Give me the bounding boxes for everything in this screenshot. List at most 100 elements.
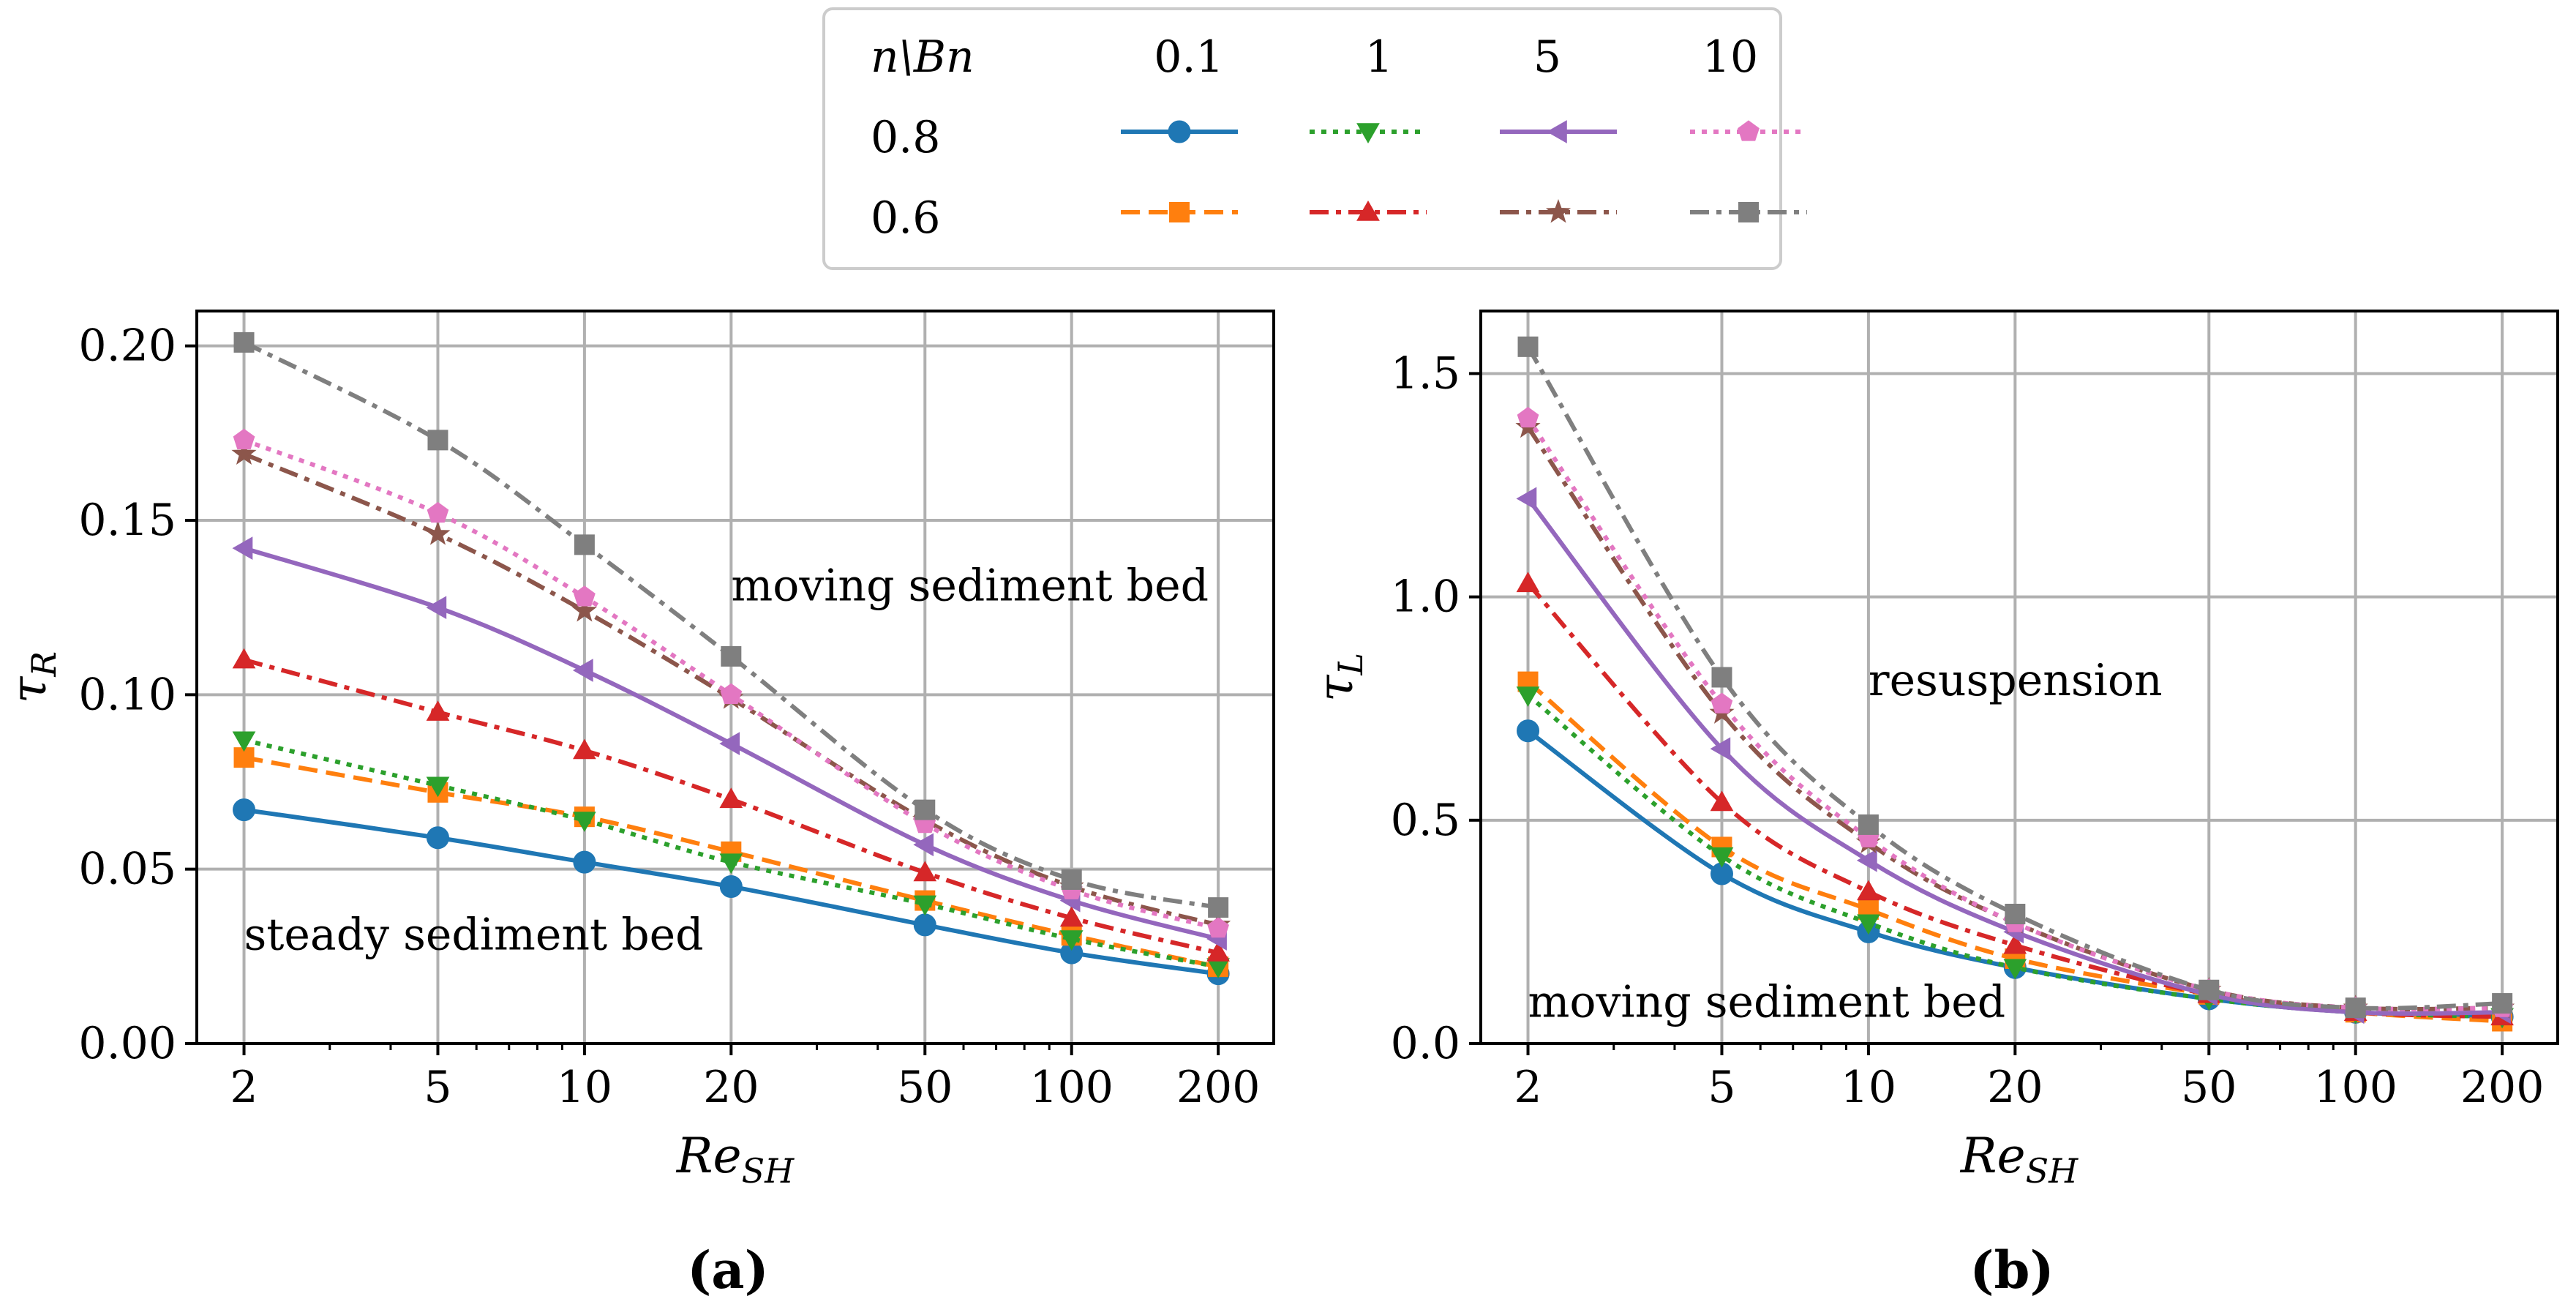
x-tick-label: 10 bbox=[1841, 1062, 1896, 1113]
legend-handle bbox=[1121, 202, 1238, 222]
data-point bbox=[915, 799, 936, 820]
legend-handles bbox=[1121, 120, 1807, 223]
legend-header-label: n\Bn bbox=[871, 31, 975, 83]
data-point bbox=[232, 648, 256, 669]
panel-a-axes-frame bbox=[195, 310, 1275, 1045]
legend-handle bbox=[1500, 199, 1617, 223]
data-point bbox=[1710, 737, 1731, 761]
data-point bbox=[232, 536, 253, 560]
legend-bn-label: 1 bbox=[1365, 31, 1393, 83]
data-point bbox=[1711, 692, 1733, 714]
x-tick-label: 5 bbox=[424, 1062, 451, 1113]
panel-a-y-axis-label: τR bbox=[1, 651, 64, 703]
data-point bbox=[2003, 959, 2027, 980]
data-point bbox=[719, 875, 743, 898]
y-tick-label: 0.10 bbox=[78, 669, 176, 720]
legend-marker bbox=[1738, 120, 1760, 141]
x-tick-label: 100 bbox=[2313, 1062, 2397, 1113]
data-point bbox=[913, 833, 934, 857]
data-point bbox=[425, 521, 451, 545]
panel-a-ticks: 2 5 10 20 50 100 200 0.00 0.05 0.10 0.15 0.20 bbox=[78, 321, 1260, 1113]
series-7 bbox=[233, 332, 1229, 918]
legend-handle bbox=[1310, 123, 1427, 144]
data-point bbox=[719, 853, 743, 875]
plot-annotation: moving sediment bed bbox=[1528, 976, 2006, 1027]
legend-handle bbox=[1500, 120, 1617, 143]
data-point bbox=[574, 534, 595, 555]
data-point bbox=[1857, 880, 1880, 901]
data-point bbox=[1858, 814, 1879, 835]
legend-handle bbox=[1310, 200, 1427, 221]
data-point bbox=[1711, 667, 1732, 688]
data-point bbox=[1061, 869, 1082, 890]
legend-marker bbox=[1738, 202, 1759, 222]
data-point bbox=[571, 597, 598, 622]
panel-b-axes-frame bbox=[1479, 310, 2559, 1045]
data-point bbox=[720, 683, 743, 704]
series-2 bbox=[232, 731, 1230, 979]
legend-handle bbox=[1121, 120, 1238, 143]
y-tick-label: 0.0 bbox=[1391, 1018, 1460, 1069]
legend-marker bbox=[1169, 202, 1190, 222]
legend-bn-label: 0.1 bbox=[1154, 31, 1223, 83]
data-point bbox=[232, 731, 256, 752]
data-point bbox=[1710, 790, 1734, 812]
x-tick-label: 100 bbox=[1029, 1062, 1114, 1113]
panel-a-label: (a) bbox=[687, 1240, 769, 1300]
data-point bbox=[1517, 719, 1540, 743]
data-point bbox=[1517, 406, 1539, 428]
panel-b-series bbox=[1515, 336, 2515, 1032]
series-line bbox=[1525, 345, 2503, 1011]
y-tick-label: 0.00 bbox=[78, 1018, 176, 1069]
data-point bbox=[427, 430, 448, 451]
data-point bbox=[233, 798, 256, 822]
data-point bbox=[913, 913, 936, 937]
data-point bbox=[913, 895, 937, 916]
x-tick-label: 20 bbox=[1987, 1062, 2043, 1113]
series-line bbox=[1526, 582, 2503, 1019]
legend-n-label: 0.8 bbox=[871, 112, 940, 163]
legend-bn-label: 10 bbox=[1702, 31, 1758, 83]
data-point bbox=[574, 585, 596, 607]
data-point bbox=[913, 861, 937, 882]
legend-bn-label: 5 bbox=[1533, 31, 1561, 83]
series-3 bbox=[232, 648, 1230, 962]
data-point bbox=[1207, 917, 1229, 938]
legend-marker bbox=[1168, 120, 1191, 143]
panel-b-annotations: resuspension moving sediment bed bbox=[1528, 655, 2163, 1027]
legend-marker bbox=[1356, 123, 1380, 144]
y-tick-label: 1.5 bbox=[1391, 348, 1460, 399]
legend-frame bbox=[822, 7, 1782, 270]
series-7 bbox=[1517, 336, 2513, 1019]
x-tick-label: 50 bbox=[897, 1062, 953, 1113]
data-point bbox=[233, 332, 255, 353]
legend-marker bbox=[1545, 199, 1571, 223]
data-point bbox=[426, 596, 447, 620]
data-point bbox=[573, 738, 596, 760]
panel-b-y-axis-label: τL bbox=[1307, 653, 1370, 702]
data-point bbox=[1059, 906, 1084, 927]
data-point bbox=[2005, 903, 2026, 924]
x-tick-label: 10 bbox=[557, 1062, 612, 1113]
x-tick-label: 20 bbox=[703, 1062, 759, 1113]
panel-b-label: (b) bbox=[1969, 1240, 2054, 1300]
plot-annotation: resuspension bbox=[1869, 655, 2163, 706]
data-point bbox=[1206, 941, 1230, 962]
y-tick-label: 0.05 bbox=[78, 844, 176, 895]
y-tick-label: 0.15 bbox=[78, 495, 176, 546]
data-point bbox=[573, 812, 596, 832]
data-point bbox=[573, 850, 596, 874]
data-point bbox=[2198, 979, 2220, 1000]
x-tick-label: 2 bbox=[1514, 1062, 1542, 1113]
legend-marker bbox=[1546, 120, 1567, 143]
panel-a-series bbox=[231, 332, 1231, 986]
panel-b-ticks: 2 5 10 20 50 100 200 0.0 0.5 1.0 1.5 bbox=[1391, 348, 2545, 1113]
data-point bbox=[572, 659, 593, 682]
x-tick-label: 50 bbox=[2181, 1062, 2237, 1113]
data-point bbox=[231, 441, 257, 465]
data-point bbox=[426, 826, 449, 850]
y-tick-label: 1.0 bbox=[1391, 572, 1460, 623]
x-tick-label: 200 bbox=[1176, 1062, 1261, 1113]
y-tick-label: 0.5 bbox=[1391, 795, 1460, 846]
